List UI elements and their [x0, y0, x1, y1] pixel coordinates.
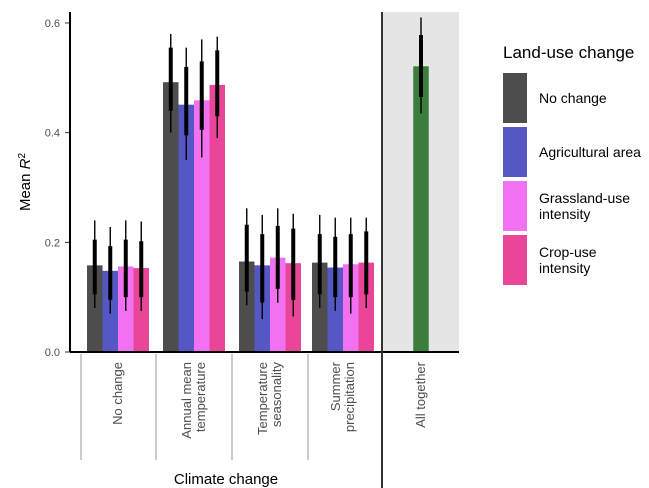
y-tick-label: 0.0 — [45, 347, 60, 359]
category-label: No change — [110, 362, 125, 425]
bar — [209, 84, 225, 352]
legend-swatch — [503, 73, 527, 123]
legend: Land-use change No change Agricultural ar… — [503, 42, 649, 287]
legend-label: Grassland-use intensity — [539, 190, 631, 222]
category-label: Temperatureseasonality — [255, 362, 284, 435]
y-axis-ticks: 0.0 0.2 0.4 0.6 — [45, 18, 70, 359]
legend-item: Crop-use intensity — [503, 233, 649, 287]
legend-item: No change — [503, 71, 649, 125]
legend-item: Agricultural area — [503, 125, 649, 179]
legend-title: Land-use change — [503, 43, 635, 62]
category-label: Annual meantemperature — [179, 362, 208, 439]
error-bars — [92, 17, 423, 320]
legend-swatch — [503, 181, 527, 231]
category-labels: No change Annual meantemperature Temperatu… — [110, 361, 428, 438]
category-label: All together — [413, 361, 428, 427]
bar — [178, 104, 194, 352]
legend-label: Agricultural area — [539, 144, 641, 160]
y-tick-label: 0.6 — [45, 18, 60, 30]
bar — [270, 257, 286, 352]
bar — [194, 100, 210, 353]
bar — [413, 66, 429, 353]
legend-item: Grassland-use intensity — [503, 179, 649, 233]
legend-swatch — [503, 127, 527, 177]
bar — [163, 82, 179, 353]
x-axis-title: Climate change — [174, 471, 278, 488]
bars — [87, 66, 429, 353]
y-tick-label: 0.4 — [45, 128, 60, 140]
legend-label: Crop-use intensity — [539, 244, 597, 276]
legend-swatch — [503, 235, 527, 285]
category-dividers — [80, 354, 309, 460]
category-label: Summerprecipitation — [328, 361, 357, 432]
y-axis-title: Mean R2 — [17, 153, 35, 212]
bar — [87, 265, 103, 352]
y-tick-label: 0.2 — [45, 237, 60, 249]
bar — [239, 261, 255, 352]
legend-label: No change — [539, 90, 607, 106]
